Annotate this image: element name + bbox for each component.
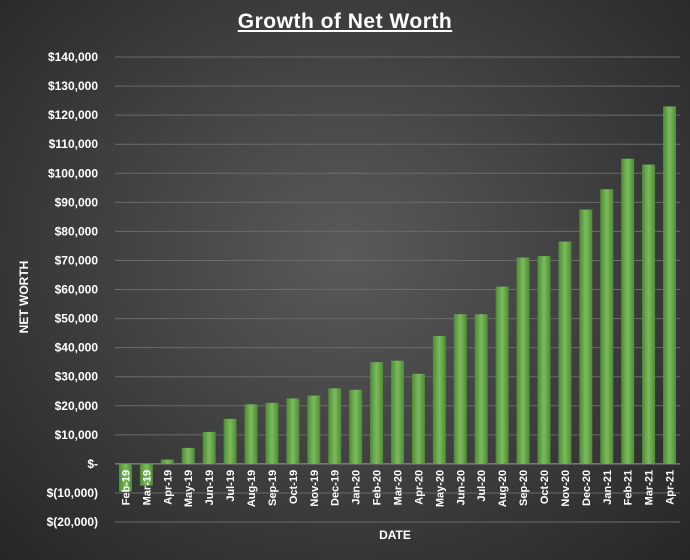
x-tick-label: Mar-21 xyxy=(644,470,656,505)
bar xyxy=(370,362,384,464)
bar xyxy=(391,360,404,464)
bar xyxy=(453,314,467,464)
x-tick-label: Apr-20 xyxy=(413,470,425,505)
y-tick-label: $130,000 xyxy=(48,79,98,93)
x-tick-label: Oct-20 xyxy=(539,470,551,504)
x-axis-title: DATE xyxy=(379,528,411,542)
bars xyxy=(118,106,677,492)
y-tick-label: $10,000 xyxy=(55,428,99,442)
x-tick-label: Feb-20 xyxy=(372,470,384,505)
bar xyxy=(139,463,153,486)
x-tick-label: Apr-19 xyxy=(162,470,174,505)
y-tick-label: $20,000 xyxy=(55,399,99,413)
bar xyxy=(328,388,342,464)
bar xyxy=(411,373,425,464)
x-tick-label: Sep-19 xyxy=(267,470,279,506)
bar xyxy=(474,314,488,464)
x-tick-label: Nov-19 xyxy=(309,470,321,507)
x-tick-label: Jan-21 xyxy=(602,470,614,505)
x-tick-label: Mar-19 xyxy=(141,470,153,505)
y-tick-label: $140,000 xyxy=(48,50,98,64)
bar xyxy=(663,106,677,464)
y-tick-label: $70,000 xyxy=(55,253,99,267)
x-tick-label: Dec-19 xyxy=(330,470,342,506)
bar xyxy=(160,459,174,464)
bar xyxy=(349,389,363,464)
bar xyxy=(118,463,132,492)
y-tick-label: $50,000 xyxy=(55,312,99,326)
bar xyxy=(558,241,572,464)
y-tick-label: $40,000 xyxy=(55,341,99,355)
y-tick-label: $90,000 xyxy=(55,195,99,209)
x-tick-label: Jun-19 xyxy=(204,470,216,505)
y-tick-label: $110,000 xyxy=(49,137,99,151)
y-tick-label: $80,000 xyxy=(55,224,99,238)
bar xyxy=(432,336,446,464)
bar xyxy=(202,431,216,464)
x-tick-label: Jul-19 xyxy=(225,470,237,502)
x-tick-label: Apr-21 xyxy=(665,470,677,505)
bar xyxy=(600,189,614,464)
bar xyxy=(286,398,300,464)
x-tick-label: Feb-19 xyxy=(120,470,132,505)
y-tick-label: $(10,000) xyxy=(47,486,98,500)
x-tick-label: Sep-20 xyxy=(518,470,530,506)
bar xyxy=(516,257,530,464)
y-tick-label: $120,000 xyxy=(48,108,98,122)
y-tick-label: $30,000 xyxy=(55,370,99,384)
bar xyxy=(223,418,237,464)
chart-title: Growth of Net Worth xyxy=(237,10,453,33)
x-tick-label: May-19 xyxy=(183,470,195,507)
bar xyxy=(621,158,635,464)
x-tick-label: Aug-19 xyxy=(246,470,258,507)
bar xyxy=(537,256,551,464)
bar xyxy=(642,164,656,464)
bar xyxy=(495,286,509,464)
y-tick-label: $100,000 xyxy=(48,166,98,180)
bar xyxy=(307,395,321,464)
bar xyxy=(244,404,258,464)
x-tick-label: May-20 xyxy=(434,470,446,507)
x-tick-label: Dec-20 xyxy=(581,470,593,506)
y-axis-ticks: $(20,000) $(10,000) $- $10,000 $20,000 $30,00… xyxy=(47,50,99,529)
x-tick-label: Oct-19 xyxy=(288,470,300,504)
y-tick-label: $60,000 xyxy=(55,283,99,297)
x-tick-label: Jan-20 xyxy=(351,470,363,505)
bar xyxy=(181,447,195,464)
x-tick-label: Jun-20 xyxy=(455,470,467,505)
x-tick-label: Aug-20 xyxy=(497,470,509,507)
x-tick-label: Feb-21 xyxy=(623,470,635,505)
x-axis-ticks: Feb-19 Mar-19 Apr-19 May-19 Jun-19 Jul-19 Aug-… xyxy=(120,470,676,507)
x-tick-label: Nov-20 xyxy=(560,470,572,507)
bar xyxy=(579,209,593,464)
y-tick-label: $(20,000) xyxy=(47,515,98,529)
bar xyxy=(265,402,279,464)
x-tick-label: Jul-20 xyxy=(476,470,488,502)
x-tick-label: Mar-20 xyxy=(393,470,405,505)
y-tick-label: $- xyxy=(87,457,98,471)
